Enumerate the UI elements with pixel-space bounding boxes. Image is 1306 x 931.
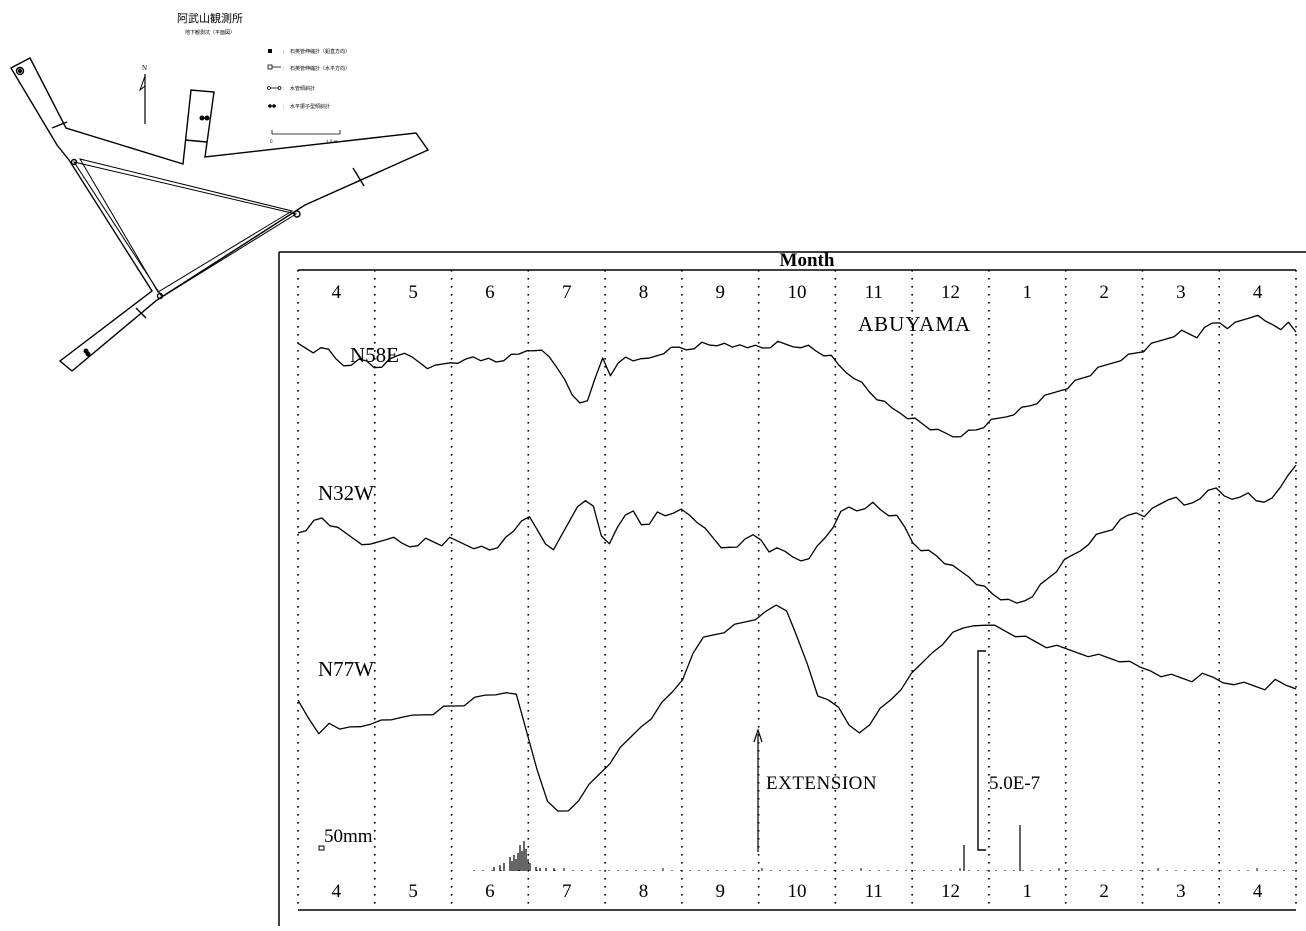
legend-colon: : <box>283 105 284 110</box>
instrument-marker <box>15 66 25 76</box>
month-label-top: 9 <box>715 282 725 303</box>
tunnel-outline <box>10 57 430 372</box>
legend-double-dot-icon <box>272 104 276 108</box>
instrument-marker <box>17 68 23 74</box>
legend-colon: : <box>283 50 284 55</box>
strain-scale-bracket <box>977 650 986 851</box>
water-tube-loop <box>78 158 294 293</box>
legend-double-dot-icon <box>268 104 272 108</box>
month-labels-top: 4 5 6 7 8 9 10 11 12 1 2 3 4 <box>332 282 1263 303</box>
month-label-top: 10 <box>788 282 807 303</box>
water-tube-loop <box>72 161 298 298</box>
north-barb <box>138 75 146 92</box>
month-label-top: 11 <box>865 282 883 303</box>
month-label-bottom: 1 <box>1023 881 1032 902</box>
month-label-bottom: 2 <box>1099 881 1109 902</box>
rain-scale-label: 50mm <box>324 826 373 847</box>
legend-colon: : <box>283 87 284 92</box>
legend-label: 石英管伸縮計（鉛直方向） <box>290 48 350 55</box>
series-label-n58e: N58E <box>350 343 399 367</box>
map-legend: : 石英管伸縮計（鉛直方向） : 石英管伸縮計（水平方向） : 水管傾斜計 : … <box>267 48 350 110</box>
north-arrow-icon: N <box>138 64 147 124</box>
tunnel-plan <box>10 57 430 372</box>
month-label-top: 1 <box>1023 282 1032 303</box>
month-label-bottom: 8 <box>639 881 649 902</box>
series-label-n32w: N32W <box>318 481 374 505</box>
extension-annotation: EXTENSION <box>753 728 877 852</box>
month-label-bottom: 6 <box>485 881 495 902</box>
instrument-marker <box>156 292 164 300</box>
month-label-top: 6 <box>485 282 495 303</box>
month-label-top: 5 <box>408 282 418 303</box>
rainfall-bars <box>473 825 1294 871</box>
instrument-marker <box>199 115 205 121</box>
month-label-top: 2 <box>1099 282 1109 303</box>
series-lines <box>297 314 1297 812</box>
legend-square-icon <box>268 49 272 53</box>
extension-arrow-icon <box>753 728 763 743</box>
tunnel-partition <box>51 121 68 129</box>
month-label-bottom: 9 <box>715 881 725 902</box>
instrument-marker <box>85 351 91 357</box>
month-grid <box>297 270 1297 910</box>
legend-label: 水平振子型傾斜計 <box>290 103 330 110</box>
legend-colon: : <box>283 67 284 72</box>
chart-title: ABUYAMA <box>858 312 971 336</box>
month-label-top: 12 <box>941 282 960 303</box>
series-label-n77w: N77W <box>318 657 374 681</box>
month-label-bottom: 4 <box>1253 881 1263 902</box>
month-label-bottom: 3 <box>1176 881 1186 902</box>
instrument-marker <box>204 115 210 121</box>
month-label-top: 3 <box>1176 282 1186 303</box>
month-label-bottom: 10 <box>788 881 807 902</box>
legend-label: 水管傾斜計 <box>290 85 315 92</box>
extension-label: EXTENSION <box>766 773 877 794</box>
series-line-n58e <box>297 314 1297 438</box>
series-line-n32w <box>297 464 1297 604</box>
map-title: 阿武山観測所 <box>177 11 243 25</box>
strain-scale-annotation: 5.0E-7 <box>977 650 1040 851</box>
tunnel-partition <box>352 167 365 187</box>
map-subtitle: 地下観測坑（平面図） <box>185 29 235 36</box>
month-label-top: 8 <box>639 282 649 303</box>
month-label-top: 4 <box>1253 282 1263 303</box>
observatory-map: 阿武山観測所 地下観測坑（平面図） : 石英管伸縮計（鉛直方向） : 石英管伸縮… <box>0 0 440 380</box>
month-label-bottom: 4 <box>332 881 342 902</box>
month-labels-bottom: 4 5 6 7 8 9 10 11 12 1 2 3 4 <box>332 881 1263 902</box>
legend-circle-line-icon <box>267 86 271 90</box>
rain-scale-bracket <box>318 845 325 851</box>
rain-scale-annotation: 50mm <box>318 826 373 851</box>
instrument-marker <box>293 210 301 218</box>
scale-start-label: 0 <box>270 140 273 145</box>
legend-label: 石英管伸縮計（水平方向） <box>290 65 350 72</box>
tunnel-partition <box>184 139 208 143</box>
month-label-bottom: 7 <box>562 881 572 902</box>
month-label-bottom: 5 <box>408 881 418 902</box>
x-axis-title: Month <box>780 250 835 271</box>
legend-circle-line-icon <box>277 86 282 90</box>
month-label-top: 4 <box>332 282 342 303</box>
month-label-bottom: 12 <box>941 881 960 902</box>
north-label: N <box>142 64 147 72</box>
tunnel-partition <box>135 307 147 319</box>
legend-square-line-icon <box>267 64 273 70</box>
series-line-n77w <box>297 604 1297 812</box>
month-label-top: 7 <box>562 282 572 303</box>
chart-frame <box>278 251 1306 926</box>
month-label-bottom: 11 <box>865 881 883 902</box>
strain-chart: Month 4 5 6 7 8 9 10 11 12 1 2 3 4 4 5 6 7 8 9 10 11 12 1 2 3 4 … <box>278 246 1306 926</box>
strain-scale-label: 5.0E-7 <box>989 773 1040 794</box>
instrument-marker <box>70 158 78 166</box>
